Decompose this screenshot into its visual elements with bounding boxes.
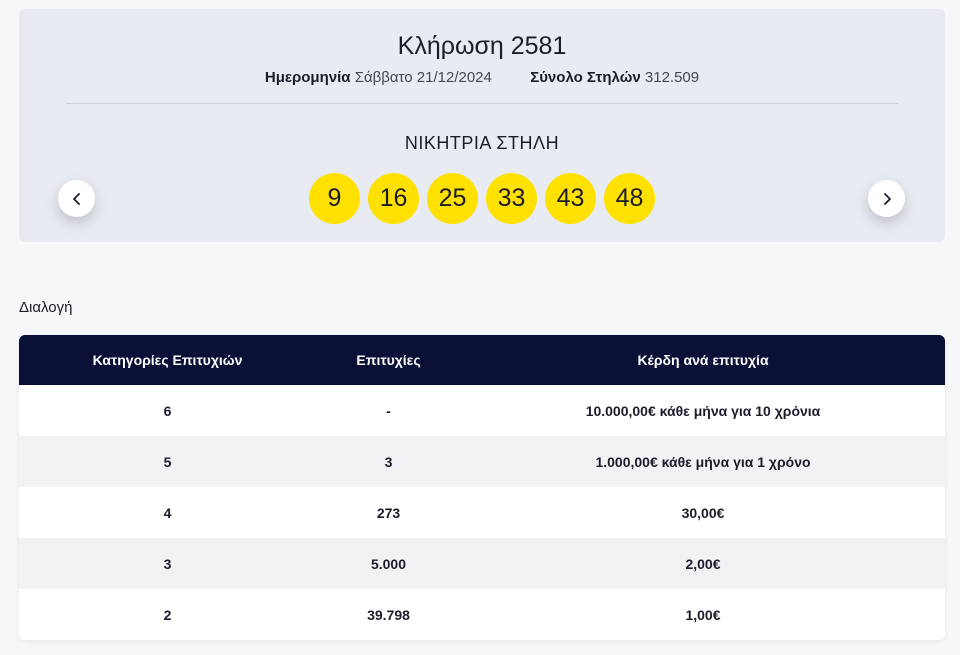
number-ball: 9 — [309, 173, 360, 224]
header-winners: Επιτυχίες — [356, 352, 421, 368]
cell-prize: 30,00€ — [681, 504, 725, 521]
draw-title: Κλήρωση 2581 — [397, 32, 567, 60]
table-row: 5 3 1.000,00€ κάθε μήνα για 1 χρόνο — [19, 436, 945, 487]
table-row: 2 39.798 1,00€ — [19, 589, 945, 640]
cell-prize: 10.000,00€ κάθε μήνα για 10 χρόνια — [585, 402, 821, 419]
cell-winners: 3 — [384, 453, 393, 470]
chevron-right-icon — [883, 192, 891, 205]
previous-draw-button[interactable] — [58, 180, 95, 217]
columns-value: 312.509 — [644, 69, 700, 86]
cell-prize: 1,00€ — [685, 606, 721, 623]
cell-category: 3 — [163, 555, 172, 572]
cell-category: 2 — [163, 606, 172, 623]
chevron-left-icon — [72, 192, 80, 205]
cell-prize: 2,00€ — [685, 555, 721, 572]
cell-winners: 273 — [376, 504, 401, 521]
header-prize: Κέρδη ανά επιτυχία — [637, 352, 769, 368]
table-row: 6 - 10.000,00€ κάθε μήνα για 10 χρόνια — [19, 385, 945, 436]
winnings-table: Κατηγορίες Επιτυχιών Επιτυχίες Κέρδη ανά… — [19, 335, 945, 640]
cell-prize: 1.000,00€ κάθε μήνα για 1 χρόνο — [595, 453, 811, 470]
number-ball: 43 — [545, 173, 596, 224]
cell-winners: 39.798 — [367, 606, 410, 623]
number-ball: 16 — [368, 173, 419, 224]
date-label: Ημερομηνία — [264, 69, 351, 86]
winning-column-title: ΝΙΚΗΤΡΙΑ ΣΤΗΛΗ — [404, 133, 560, 153]
number-ball: 25 — [427, 173, 478, 224]
section-label: Διαλογή — [19, 299, 73, 316]
table-row: 3 5.000 2,00€ — [19, 538, 945, 589]
columns-label: Σύνολο Στηλών — [530, 69, 641, 86]
number-ball: 48 — [604, 173, 655, 224]
number-ball: 33 — [486, 173, 537, 224]
cell-category: 6 — [163, 402, 172, 419]
next-draw-button[interactable] — [868, 180, 905, 217]
cell-winners: 5.000 — [370, 555, 407, 572]
cell-category: 5 — [163, 453, 172, 470]
header-category: Κατηγορίες Επιτυχιών — [92, 352, 243, 368]
draw-card: Κλήρωση 2581 Ημερομηνία Σάββατο 21/12/20… — [19, 9, 945, 242]
divider — [66, 103, 898, 104]
date-value: Σάββατο 21/12/2024 — [354, 69, 492, 86]
winning-numbers: 9 16 25 33 43 48 — [19, 173, 945, 224]
draw-meta: Ημερομηνία Σάββατο 21/12/2024 Σύνολο Στη… — [19, 69, 945, 86]
table-row: 4 273 30,00€ — [19, 487, 945, 538]
table-header: Κατηγορίες Επιτυχιών Επιτυχίες Κέρδη ανά… — [19, 335, 945, 385]
cell-winners: - — [386, 402, 391, 419]
cell-category: 4 — [163, 504, 172, 521]
